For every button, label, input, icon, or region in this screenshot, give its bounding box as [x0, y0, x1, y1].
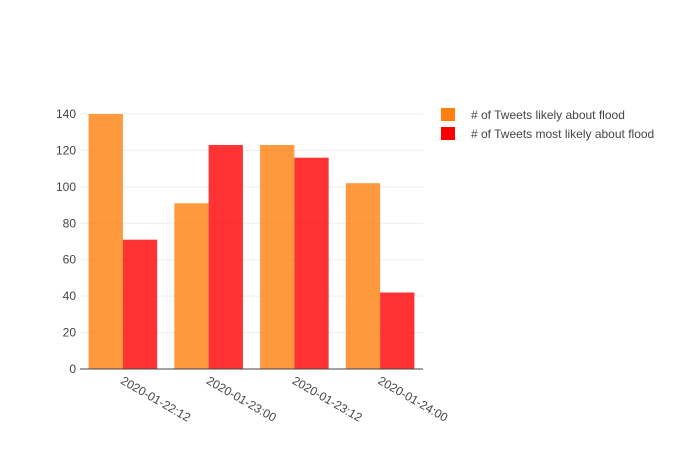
y-tick-label: 60 — [63, 253, 77, 267]
y-tick-label: 100 — [56, 180, 76, 194]
x-tick-label: 2020-01-22:12 — [118, 373, 193, 424]
x-axis-ticks: 2020-01-22:12 2020-01-23:00 2020-01-23:12 2… — [118, 373, 450, 424]
legend-label: # of Tweets most likely about flood — [471, 127, 654, 141]
legend-swatch — [441, 108, 455, 121]
y-axis-ticks: 0 20 40 60 80 100 120 140 — [56, 107, 76, 376]
bar-series1-0[interactable] — [122, 239, 158, 369]
bar-series0-2[interactable] — [260, 144, 295, 369]
y-tick-label: 80 — [63, 216, 77, 230]
legend-item-0[interactable]: # of Tweets likely about flood — [441, 108, 625, 122]
bar-series1-2[interactable] — [294, 157, 329, 369]
x-tick-label: 2020-01-23:12 — [290, 373, 365, 424]
legend[interactable]: # of Tweets likely about flood # of Tweet… — [441, 108, 654, 141]
bar-series0-1[interactable] — [174, 203, 209, 369]
legend-item-1[interactable]: # of Tweets most likely about flood — [441, 127, 654, 141]
y-tick-label: 20 — [63, 326, 77, 340]
y-tick-label: 140 — [56, 107, 76, 121]
bars — [88, 114, 415, 370]
y-tick-label: 40 — [63, 289, 77, 303]
bar-series1-1[interactable] — [208, 144, 243, 369]
legend-label: # of Tweets likely about flood — [471, 108, 625, 122]
bar-series0-0[interactable] — [88, 114, 123, 369]
x-tick-label: 2020-01-24:00 — [376, 373, 451, 424]
x-tick-label: 2020-01-23:00 — [204, 373, 279, 424]
legend-swatch — [441, 127, 455, 140]
y-tick-label: 120 — [56, 143, 76, 157]
y-tick-label: 0 — [69, 362, 76, 376]
bar-series1-3[interactable] — [380, 292, 415, 370]
bar-series0-3[interactable] — [345, 183, 381, 369]
